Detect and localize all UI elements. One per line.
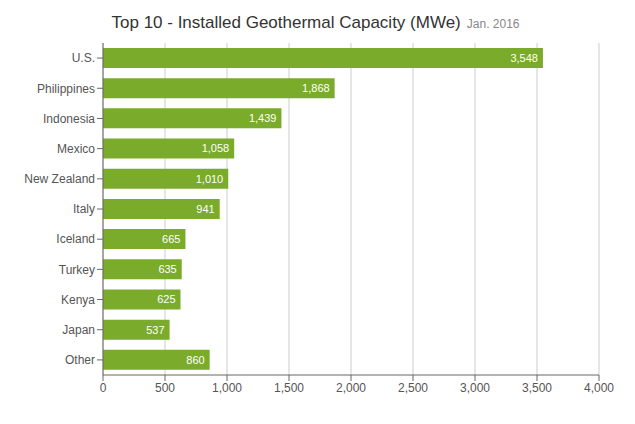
svg-text:2,500: 2,500 — [398, 381, 428, 395]
svg-text:3,000: 3,000 — [460, 381, 490, 395]
svg-text:U.S.: U.S. — [72, 51, 95, 65]
svg-text:New Zealand: New Zealand — [24, 172, 95, 186]
svg-text:1,500: 1,500 — [274, 381, 304, 395]
svg-text:Mexico: Mexico — [57, 142, 95, 156]
svg-text:1,868: 1,868 — [302, 82, 330, 94]
svg-text:941: 941 — [196, 203, 214, 215]
svg-text:Other: Other — [65, 353, 95, 367]
svg-text:Italy: Italy — [73, 202, 95, 216]
svg-text:3,548: 3,548 — [510, 52, 538, 64]
svg-text:1,010: 1,010 — [196, 173, 224, 185]
svg-text:0: 0 — [100, 381, 107, 395]
svg-text:4,000: 4,000 — [584, 381, 614, 395]
svg-text:625: 625 — [157, 293, 175, 305]
svg-text:3,500: 3,500 — [522, 381, 552, 395]
svg-text:Japan: Japan — [62, 323, 95, 337]
svg-text:860: 860 — [186, 354, 204, 366]
svg-text:635: 635 — [158, 263, 176, 275]
svg-text:Indonesia: Indonesia — [43, 112, 95, 126]
svg-text:1,439: 1,439 — [249, 112, 277, 124]
svg-text:665: 665 — [162, 233, 180, 245]
svg-text:Kenya: Kenya — [61, 293, 95, 307]
svg-text:Iceland: Iceland — [56, 232, 95, 246]
svg-text:1,000: 1,000 — [212, 381, 242, 395]
svg-text:500: 500 — [155, 381, 175, 395]
svg-text:1,058: 1,058 — [202, 142, 230, 154]
html-text:Top 10 - Installed Geothermal: Top 10 - Installed Geothermal Capacity (… — [111, 13, 520, 32]
svg-text:Turkey: Turkey — [59, 263, 95, 277]
svg-text:2,000: 2,000 — [336, 381, 366, 395]
svg-text:537: 537 — [146, 324, 164, 336]
svg-text:Philippines: Philippines — [37, 82, 95, 96]
